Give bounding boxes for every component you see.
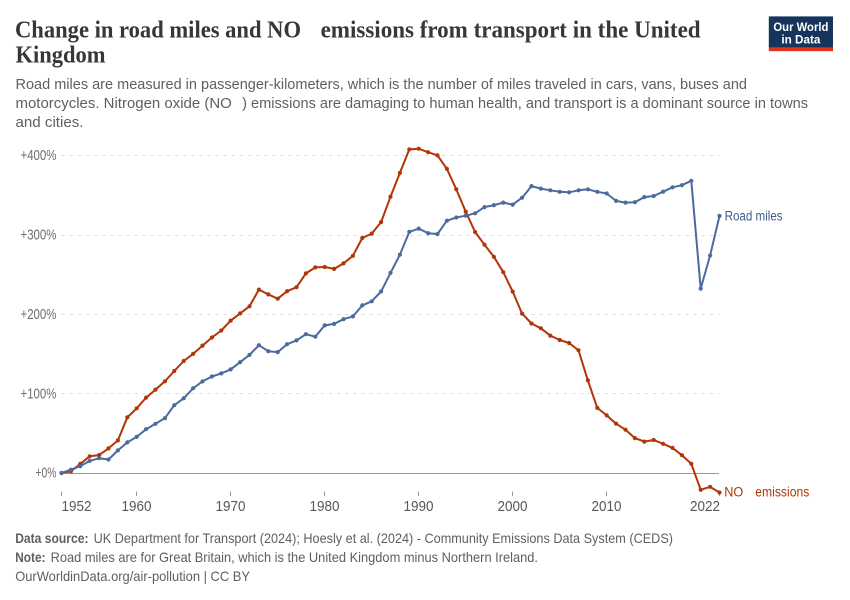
svg-text:1990: 1990 <box>404 498 434 515</box>
svg-text:2022: 2022 <box>690 498 720 515</box>
svg-text:Road miles are measured in pas: Road miles are measured in passenger-kil… <box>16 76 748 93</box>
svg-text:+300%: +300% <box>21 228 57 244</box>
svg-text:motorcycles. Nitrogen oxide (N: motorcycles. Nitrogen oxide (NO) emissio… <box>16 95 809 112</box>
svg-text:Kingdom: Kingdom <box>16 42 106 69</box>
svg-text:+0%: +0% <box>36 466 57 482</box>
svg-text:and cities.: and cities. <box>16 114 84 131</box>
svg-text:2010: 2010 <box>592 498 622 515</box>
svg-text:1970: 1970 <box>216 498 246 515</box>
svg-text:1960: 1960 <box>122 498 152 515</box>
svg-text:+100%: +100% <box>21 386 57 402</box>
svg-text:+200%: +200% <box>21 307 57 323</box>
svg-text:+400%: +400% <box>21 148 57 164</box>
svg-text:Road miles: Road miles <box>725 208 783 223</box>
svg-text:Data source:UK Department for: Data source: UK Department for Transport … <box>15 530 673 546</box>
svg-text:Note:Road miles are for Great: Note: Road miles are for Great Britain, w… <box>15 549 538 565</box>
svg-text:1952: 1952 <box>62 498 92 515</box>
svg-text:1980: 1980 <box>310 498 340 515</box>
svg-text:2000: 2000 <box>498 498 528 515</box>
svg-text:in Data: in Data <box>781 34 821 47</box>
svg-text:Our World: Our World <box>773 21 828 34</box>
svg-text:OurWorldinData.org/air-polluti: OurWorldinData.org/air-pollution | CC BY <box>15 568 250 584</box>
